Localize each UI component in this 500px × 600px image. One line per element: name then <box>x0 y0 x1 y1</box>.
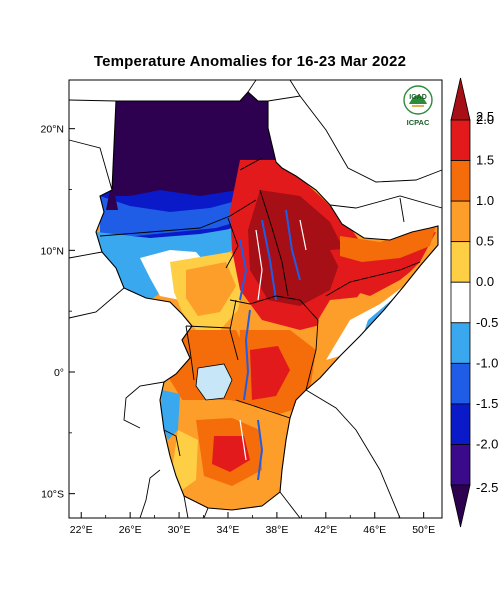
map-title: Temperature Anomalies for 16-23 Mar 2022 <box>93 53 407 70</box>
colorbar-segment <box>450 322 471 364</box>
colorbar-label: 0.0 <box>476 274 494 289</box>
lake-victoria <box>195 363 233 401</box>
y-tick-label: 20°N <box>41 124 64 136</box>
x-tick-label: 50°E <box>412 524 435 536</box>
x-tick-label: 46°E <box>363 524 386 536</box>
country-borders <box>99 157 421 457</box>
colorbar-label: -2.0 <box>476 436 498 451</box>
colorbar-segment <box>450 119 471 161</box>
colorbar-segment <box>450 241 471 283</box>
colorbar-segment <box>450 281 471 324</box>
x-tick-label: 26°E <box>119 524 142 536</box>
colorbar: 2.52.0 1.5 1.0 0.5 0.0 -0.5 -1.0 -1.5 -2.0 -2.5 <box>450 77 498 528</box>
colorbar-segment <box>450 362 471 405</box>
y-tick-label: 10°N <box>41 245 64 257</box>
colorbar-label: 1.5 <box>476 153 494 168</box>
colorbar-segment <box>450 200 471 243</box>
x-tick-label: 42°E <box>314 524 337 536</box>
x-tick-label: 34°E <box>217 524 240 536</box>
colorbar-label: -1.0 <box>476 355 498 370</box>
y-tick-label: 10°S <box>41 489 64 501</box>
igad-icpac-logo: IGAD ICPAC <box>403 85 433 127</box>
colorbar-top-arrow <box>450 77 471 121</box>
colorbar-bottom-arrow <box>450 484 471 528</box>
x-tick-label: 22°E <box>70 524 93 536</box>
colorbar-label: 1.0 <box>476 193 494 208</box>
colorbar-label: -0.5 <box>476 315 498 330</box>
rift-streaks <box>239 209 301 481</box>
x-tick-label: 30°E <box>168 524 191 536</box>
logo-top-text: IGAD <box>409 94 427 101</box>
colorbar-label: -1.5 <box>476 396 498 411</box>
colorbar-label: 2.5 <box>476 109 494 124</box>
colorbar-label: 2.0 <box>476 112 494 127</box>
colorbar-segment <box>450 444 471 486</box>
outside-borders <box>68 79 443 519</box>
logo-bottom-text: ICPAC <box>407 118 430 127</box>
colorbar-label: -2.5 <box>476 480 498 495</box>
colorbar-segment <box>450 160 471 202</box>
x-tick-label: 38°E <box>265 524 288 536</box>
axis-ticks: 22°E 26°E 30°E 34°E 38°E 42°E 46°E 50°E 20°N 10°N… <box>41 124 436 536</box>
y-tick-label: 0° <box>54 367 64 379</box>
colorbar-label: 0.5 <box>476 234 494 249</box>
colorbar-segment <box>450 403 471 445</box>
